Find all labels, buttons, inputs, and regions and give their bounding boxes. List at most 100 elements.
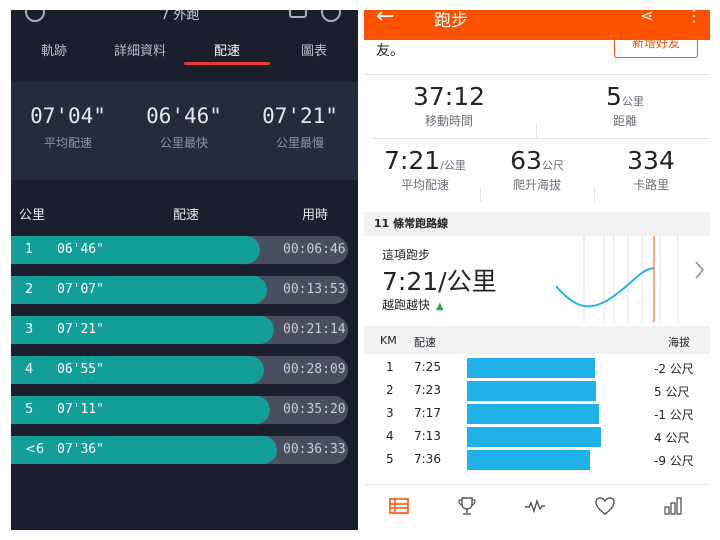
split-pace: 07'36": [57, 442, 104, 457]
stat-elevation-gain: 63公尺 爬升海拔: [482, 146, 592, 193]
splits-table: 1 7:25 -2 公尺 2 7:23 5 公尺 3 7:17 -1 公尺 4 7:13 4 公尺 5 7…: [364, 358, 710, 473]
summary-fastest-km: 06'46" 公里最快: [129, 104, 239, 151]
split-km: 5: [386, 452, 394, 466]
stat-label: 平均配速: [400, 178, 449, 192]
split-km: 1: [25, 242, 34, 257]
split-bar-fill: [11, 236, 261, 264]
split-time: 00:35:20: [283, 402, 346, 417]
tab-pace[interactable]: 配速: [213, 44, 240, 59]
stat-moving-time: 37:12 移動時間: [384, 82, 514, 129]
header-pace: 配速: [173, 208, 200, 223]
split-row[interactable]: 4 06'55" 00:28:09: [11, 356, 358, 396]
bar-chart-icon[interactable]: [662, 495, 684, 517]
stat-label: 爬升海拔: [512, 178, 561, 192]
split-elevation: 5 公尺: [654, 385, 690, 399]
split-bar-fill: [11, 396, 271, 424]
split-bar-fill: [11, 356, 264, 384]
stat-value: 334: [627, 146, 675, 175]
summary-average-pace: 07'04" 平均配速: [13, 104, 123, 151]
split-km: 4: [386, 429, 394, 443]
divider: [536, 122, 537, 138]
top-bar: 7 外跑: [11, 10, 358, 26]
split-row: 4 7:13 4 公尺: [364, 427, 710, 450]
back-icon[interactable]: [25, 10, 45, 22]
route-compare-card[interactable]: 這項跑步 7:21/公里 越跑越快 ▲: [364, 236, 710, 322]
tab-charts[interactable]: 圖表: [300, 44, 327, 59]
route-trend-graph: [556, 236, 704, 322]
split-pace: 7:13: [414, 429, 441, 443]
header-title: 跑步: [434, 11, 468, 31]
tab-details[interactable]: 詳細資料: [113, 44, 166, 59]
split-pace: 07'11": [57, 402, 104, 417]
stat-value: 7:21: [384, 146, 441, 175]
more-vertical-icon[interactable]: ⋮: [686, 10, 702, 25]
settings-icon[interactable]: [321, 10, 341, 22]
add-friend-button[interactable]: 新增好友: [614, 40, 698, 58]
split-km: 2: [386, 383, 394, 397]
tab-bar: 軌跡 詳細資料 配速 圖表: [11, 36, 358, 76]
compare-trend: 越跑越快 ▲: [382, 296, 444, 313]
splits-header-bar: [364, 326, 710, 354]
split-pace: 06'46": [57, 242, 104, 257]
header-km: 公里: [19, 208, 46, 223]
split-pace-bar: [467, 450, 590, 470]
split-row: 3 7:17 -1 公尺: [364, 404, 710, 427]
divider: [372, 138, 710, 139]
stat-label: 距離: [612, 114, 637, 128]
split-row[interactable]: 1 06'46" 00:06:46: [11, 236, 358, 276]
tab-track[interactable]: 軌跡: [40, 44, 67, 59]
stat-average-pace: 7:21/公里 平均配速: [370, 146, 480, 193]
splits-list: 1 06'46" 00:06:46 2 07'07" 00:13:53 3 07'21" 00:…: [11, 236, 358, 476]
split-row[interactable]: 5 07'11" 00:35:20: [11, 396, 358, 436]
split-time: 00:06:46: [283, 242, 346, 257]
split-row[interactable]: <6 07'36" 00:36:33: [11, 436, 358, 476]
split-pace-bar: [467, 358, 595, 378]
split-bar-fill: [11, 316, 274, 344]
split-row[interactable]: 2 07'07" 00:13:53: [11, 276, 358, 316]
triangle-up-icon: ▲: [436, 301, 444, 312]
bottom-tab-bar: [364, 484, 710, 530]
split-row: 5 7:36 -9 公尺: [364, 450, 710, 473]
split-km: 5: [25, 402, 34, 417]
split-row: 2 7:23 5 公尺: [364, 381, 710, 404]
section-routes-title[interactable]: 11 條常跑路線: [364, 212, 710, 236]
arrow-left-icon[interactable]: ←: [376, 10, 395, 29]
pace-analysis-screen: 7 外跑 軌跡 詳細資料 配速 圖表 07'04" 平均配速 06'46" 公里…: [11, 10, 358, 530]
split-km: 2: [25, 282, 34, 297]
split-time: 00:13:53: [283, 282, 346, 297]
split-row: 1 7:25 -2 公尺: [364, 358, 710, 381]
header-pace: 配速: [414, 336, 436, 349]
list-icon[interactable]: [388, 495, 410, 517]
split-elevation: -1 公尺: [654, 408, 694, 422]
split-km: 1: [386, 360, 394, 374]
stat-label: 卡路里: [632, 178, 669, 192]
split-pace-bar: [467, 404, 599, 424]
stat-distance: 5公里 距離: [560, 82, 690, 129]
split-row[interactable]: 3 07'21" 00:21:14: [11, 316, 358, 356]
stat-value: 5: [606, 82, 622, 111]
header-time: 用時: [302, 208, 329, 223]
trophy-icon[interactable]: [456, 495, 478, 517]
screen-icon[interactable]: [289, 10, 307, 18]
share-icon[interactable]: ⋖: [640, 10, 654, 25]
summary-slowest-km: 07'21" 公里最慢: [245, 104, 355, 151]
compare-label: 這項跑步: [382, 248, 431, 262]
trend-line: [556, 267, 655, 308]
chevron-right-icon[interactable]: [695, 261, 704, 279]
summary-value: 06'46": [146, 104, 222, 128]
heart-icon[interactable]: [594, 495, 616, 517]
summary-value: 07'04": [30, 104, 106, 128]
stat-calories: 334 卡路里: [596, 146, 706, 193]
compare-value: 7:21/公里: [382, 267, 497, 296]
pace-summary: 07'04" 平均配速 06'46" 公里最快 07'21" 公里最慢: [11, 82, 358, 180]
split-pace: 7:17: [414, 406, 441, 420]
run-activity-screen: ← 跑步 ⋖ ⋮ 新增好友 友。 37:12 移動時間 5公里 距離 7:21/…: [364, 10, 710, 530]
activity-icon[interactable]: [524, 495, 546, 517]
split-pace-bar: [467, 381, 596, 401]
stat-label: 移動時間: [424, 114, 473, 128]
header-km: KM: [380, 334, 397, 347]
split-elevation: -2 公尺: [654, 362, 694, 376]
split-elevation: -9 公尺: [654, 454, 694, 468]
stat-unit: 公尺: [541, 159, 564, 172]
